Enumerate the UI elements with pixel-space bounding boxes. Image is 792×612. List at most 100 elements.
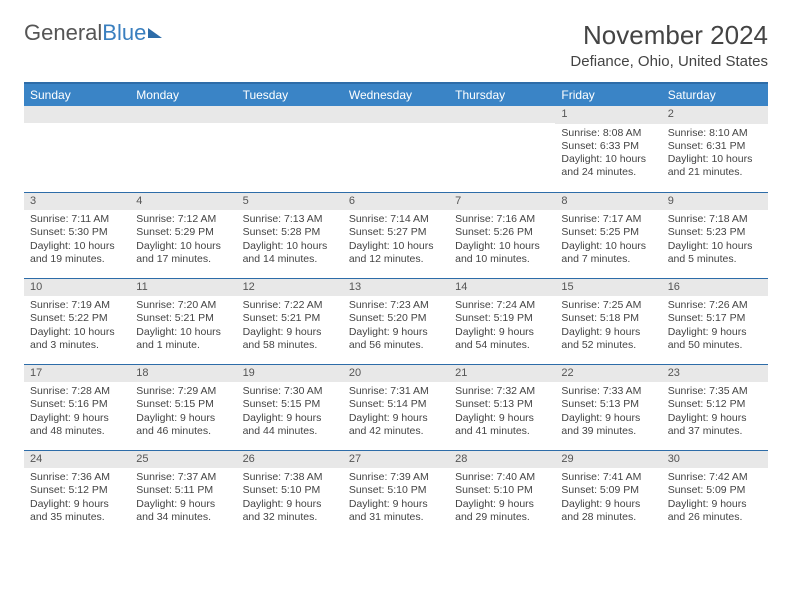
weekday-header: Tuesday: [237, 83, 343, 106]
day-details: Sunrise: 7:35 AMSunset: 5:12 PMDaylight:…: [662, 382, 768, 442]
daylight2-text: and 29 minutes.: [455, 511, 549, 524]
day-details: Sunrise: 7:13 AMSunset: 5:28 PMDaylight:…: [237, 210, 343, 270]
day-number: [237, 106, 343, 123]
calendar-cell: 11Sunrise: 7:20 AMSunset: 5:21 PMDayligh…: [130, 278, 236, 364]
sunset-text: Sunset: 5:13 PM: [455, 398, 549, 411]
daylight2-text: and 54 minutes.: [455, 339, 549, 352]
sunset-text: Sunset: 5:23 PM: [668, 226, 762, 239]
day-number: 16: [662, 279, 768, 297]
header: GeneralBlue November 2024 Defiance, Ohio…: [24, 20, 768, 70]
sunset-text: Sunset: 5:12 PM: [30, 484, 124, 497]
daylight1-text: Daylight: 9 hours: [668, 498, 762, 511]
daylight2-text: and 17 minutes.: [136, 253, 230, 266]
daylight1-text: Daylight: 9 hours: [243, 326, 337, 339]
daylight2-text: and 12 minutes.: [349, 253, 443, 266]
calendar-cell: [130, 106, 236, 192]
daylight1-text: Daylight: 9 hours: [455, 412, 549, 425]
day-details: Sunrise: 7:22 AMSunset: 5:21 PMDaylight:…: [237, 296, 343, 356]
sunrise-text: Sunrise: 7:25 AM: [561, 299, 655, 312]
day-number: 10: [24, 279, 130, 297]
day-number: 8: [555, 193, 661, 211]
daylight1-text: Daylight: 9 hours: [30, 498, 124, 511]
sunset-text: Sunset: 5:15 PM: [243, 398, 337, 411]
calendar-cell: 28Sunrise: 7:40 AMSunset: 5:10 PMDayligh…: [449, 450, 555, 536]
daylight2-text: and 56 minutes.: [349, 339, 443, 352]
sunset-text: Sunset: 5:18 PM: [561, 312, 655, 325]
calendar-cell: 21Sunrise: 7:32 AMSunset: 5:13 PMDayligh…: [449, 364, 555, 450]
sunrise-text: Sunrise: 7:11 AM: [30, 213, 124, 226]
sunrise-text: Sunrise: 7:24 AM: [455, 299, 549, 312]
daylight2-text: and 39 minutes.: [561, 425, 655, 438]
daylight2-text: and 44 minutes.: [243, 425, 337, 438]
daylight1-text: Daylight: 10 hours: [349, 240, 443, 253]
day-details: Sunrise: 7:41 AMSunset: 5:09 PMDaylight:…: [555, 468, 661, 528]
day-number: 2: [662, 106, 768, 124]
calendar-cell: 15Sunrise: 7:25 AMSunset: 5:18 PMDayligh…: [555, 278, 661, 364]
day-details: Sunrise: 7:24 AMSunset: 5:19 PMDaylight:…: [449, 296, 555, 356]
day-details: Sunrise: 7:26 AMSunset: 5:17 PMDaylight:…: [662, 296, 768, 356]
daylight2-text: and 52 minutes.: [561, 339, 655, 352]
day-details: Sunrise: 7:19 AMSunset: 5:22 PMDaylight:…: [24, 296, 130, 356]
logo-triangle-icon: [148, 28, 162, 38]
sunset-text: Sunset: 5:15 PM: [136, 398, 230, 411]
sunrise-text: Sunrise: 7:40 AM: [455, 471, 549, 484]
day-details: Sunrise: 8:08 AMSunset: 6:33 PMDaylight:…: [555, 124, 661, 184]
day-details: Sunrise: 7:38 AMSunset: 5:10 PMDaylight:…: [237, 468, 343, 528]
daylight2-text: and 46 minutes.: [136, 425, 230, 438]
calendar-cell: 22Sunrise: 7:33 AMSunset: 5:13 PMDayligh…: [555, 364, 661, 450]
sunrise-text: Sunrise: 7:32 AM: [455, 385, 549, 398]
sunrise-text: Sunrise: 7:23 AM: [349, 299, 443, 312]
day-details: Sunrise: 7:18 AMSunset: 5:23 PMDaylight:…: [662, 210, 768, 270]
day-details: Sunrise: 7:12 AMSunset: 5:29 PMDaylight:…: [130, 210, 236, 270]
day-number: 24: [24, 451, 130, 469]
day-details: Sunrise: 7:36 AMSunset: 5:12 PMDaylight:…: [24, 468, 130, 528]
calendar-cell: 24Sunrise: 7:36 AMSunset: 5:12 PMDayligh…: [24, 450, 130, 536]
calendar-cell: 12Sunrise: 7:22 AMSunset: 5:21 PMDayligh…: [237, 278, 343, 364]
day-number: 7: [449, 193, 555, 211]
day-number: 29: [555, 451, 661, 469]
daylight2-text: and 28 minutes.: [561, 511, 655, 524]
calendar-cell: [237, 106, 343, 192]
day-number: [343, 106, 449, 123]
daylight2-text: and 37 minutes.: [668, 425, 762, 438]
sunset-text: Sunset: 5:10 PM: [349, 484, 443, 497]
day-number: 20: [343, 365, 449, 383]
calendar-cell: [24, 106, 130, 192]
sunset-text: Sunset: 5:16 PM: [30, 398, 124, 411]
sunrise-text: Sunrise: 7:19 AM: [30, 299, 124, 312]
sunset-text: Sunset: 5:26 PM: [455, 226, 549, 239]
sunset-text: Sunset: 5:09 PM: [668, 484, 762, 497]
calendar-cell: 10Sunrise: 7:19 AMSunset: 5:22 PMDayligh…: [24, 278, 130, 364]
sunrise-text: Sunrise: 7:39 AM: [349, 471, 443, 484]
day-number: 18: [130, 365, 236, 383]
day-number: 4: [130, 193, 236, 211]
calendar-table: SundayMondayTuesdayWednesdayThursdayFrid…: [24, 82, 768, 536]
daylight1-text: Daylight: 10 hours: [455, 240, 549, 253]
day-number: 22: [555, 365, 661, 383]
daylight2-text: and 1 minute.: [136, 339, 230, 352]
day-details: Sunrise: 7:23 AMSunset: 5:20 PMDaylight:…: [343, 296, 449, 356]
calendar-row: 10Sunrise: 7:19 AMSunset: 5:22 PMDayligh…: [24, 278, 768, 364]
daylight1-text: Daylight: 10 hours: [243, 240, 337, 253]
daylight1-text: Daylight: 10 hours: [136, 240, 230, 253]
daylight2-text: and 19 minutes.: [30, 253, 124, 266]
title-block: November 2024 Defiance, Ohio, United Sta…: [570, 20, 768, 70]
sunrise-text: Sunrise: 8:08 AM: [561, 127, 655, 140]
day-number: [130, 106, 236, 123]
day-details: Sunrise: 7:20 AMSunset: 5:21 PMDaylight:…: [130, 296, 236, 356]
sunset-text: Sunset: 6:31 PM: [668, 140, 762, 153]
sunrise-text: Sunrise: 7:41 AM: [561, 471, 655, 484]
sunset-text: Sunset: 5:17 PM: [668, 312, 762, 325]
day-number: 5: [237, 193, 343, 211]
day-details: Sunrise: 7:39 AMSunset: 5:10 PMDaylight:…: [343, 468, 449, 528]
calendar-cell: 1Sunrise: 8:08 AMSunset: 6:33 PMDaylight…: [555, 106, 661, 192]
daylight1-text: Daylight: 9 hours: [455, 326, 549, 339]
day-details: Sunrise: 7:40 AMSunset: 5:10 PMDaylight:…: [449, 468, 555, 528]
logo: GeneralBlue: [24, 20, 162, 46]
calendar-cell: 4Sunrise: 7:12 AMSunset: 5:29 PMDaylight…: [130, 192, 236, 278]
sunset-text: Sunset: 5:14 PM: [349, 398, 443, 411]
calendar-cell: 23Sunrise: 7:35 AMSunset: 5:12 PMDayligh…: [662, 364, 768, 450]
daylight2-text: and 5 minutes.: [668, 253, 762, 266]
sunrise-text: Sunrise: 7:14 AM: [349, 213, 443, 226]
day-details: Sunrise: 8:10 AMSunset: 6:31 PMDaylight:…: [662, 124, 768, 184]
